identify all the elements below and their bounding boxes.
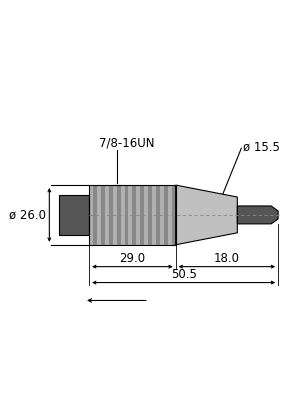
Bar [172, 185, 176, 245]
Bar [124, 185, 129, 245]
Bar [148, 185, 152, 245]
Text: 7/8-16UN: 7/8-16UN [99, 137, 155, 150]
Polygon shape [176, 185, 237, 245]
Bar [59, 195, 89, 235]
Bar [144, 185, 148, 245]
Text: 29.0: 29.0 [119, 252, 145, 265]
Text: ø 15.5: ø 15.5 [243, 141, 280, 154]
Bar [101, 185, 105, 245]
Bar [105, 185, 109, 245]
Bar [156, 185, 160, 245]
Bar [164, 185, 168, 245]
Bar [113, 185, 117, 245]
Polygon shape [237, 206, 278, 224]
Bar [160, 185, 164, 245]
Text: 50.5: 50.5 [171, 268, 196, 280]
Bar [140, 185, 144, 245]
Text: ø 26.0: ø 26.0 [9, 208, 46, 222]
Bar [117, 185, 120, 245]
Bar [120, 185, 124, 245]
Bar [132, 185, 136, 245]
Bar [129, 185, 132, 245]
Bar [136, 185, 140, 245]
Bar [152, 185, 156, 245]
Bar [97, 185, 101, 245]
Bar [89, 185, 176, 245]
Bar [168, 185, 172, 245]
Bar [93, 185, 97, 245]
Bar [109, 185, 113, 245]
Bar [89, 185, 176, 245]
Bar [89, 185, 93, 245]
Text: 18.0: 18.0 [214, 252, 240, 265]
